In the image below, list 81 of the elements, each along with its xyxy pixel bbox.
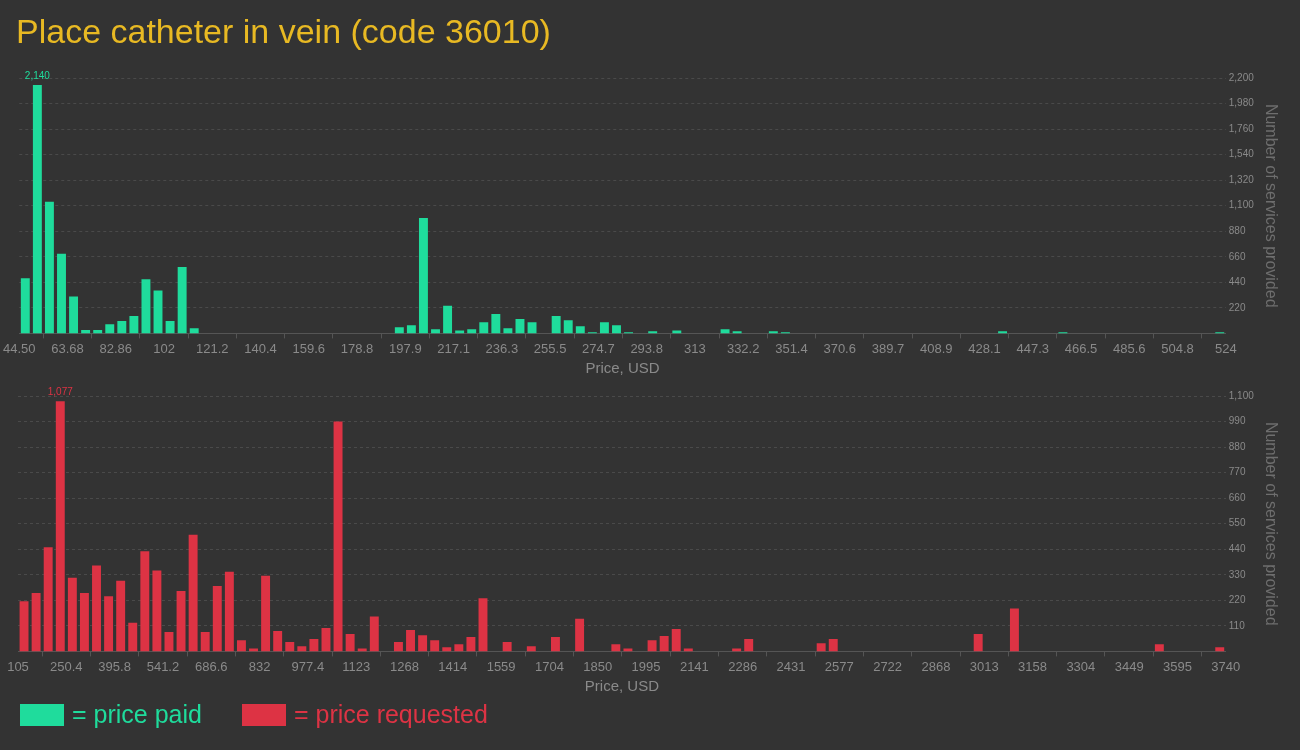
x-tick-label: 82.86 (99, 340, 133, 356)
x-tick-label: 389.7 (871, 340, 905, 356)
x-tick-label: 1559 (486, 658, 516, 674)
x-tick-label: 977.4 (291, 658, 325, 674)
x-tick-label: 2141 (679, 658, 709, 674)
x-tick-label: 1123 (342, 658, 371, 674)
x-tick-label: 3595 (1163, 658, 1192, 674)
y-tick-label: 990 (1228, 415, 1246, 427)
x-tick-label: 2431 (776, 658, 806, 674)
x-tick-label: 217.1 (437, 340, 470, 356)
x-tick-label: 686.6 (194, 658, 228, 674)
y-tick-label: 1,100 (1228, 389, 1255, 401)
x-tick-label: 274.7 (582, 340, 615, 356)
x-tick-label: 2868 (921, 658, 951, 674)
y-tick-label: 110 (1228, 619, 1246, 631)
x-tick-label: 102 (153, 340, 175, 356)
x-tick-label: 395.8 (98, 658, 131, 674)
x-tick-label: 1995 (631, 658, 661, 674)
x-tick-label: 255.5 (533, 340, 567, 356)
x-tick-label: 370.6 (823, 340, 856, 356)
x-tick-label: 313 (684, 340, 706, 356)
data-label: 2,140 (24, 69, 51, 81)
legend-label: = price paid (72, 700, 202, 729)
y-tick-label: 1,320 (1228, 173, 1255, 185)
x-tick-label: 408.9 (919, 340, 953, 356)
x-tick-label: 2286 (728, 658, 758, 674)
x-tick-label: 524 (1214, 340, 1237, 356)
x-axis-title: Price, USD (585, 359, 660, 377)
data-label: 1,077 (47, 386, 74, 398)
x-tick-label: 250.4 (50, 658, 83, 674)
x-tick-label: 1704 (534, 658, 564, 674)
x-tick-label: 466.5 (1064, 340, 1098, 356)
y-tick-label: 220 (1228, 301, 1246, 313)
y-tick-label: 660 (1228, 491, 1246, 503)
x-tick-label: 44.50 (2, 340, 36, 356)
chart-title: Place catheter in vein (code 36010) (15, 11, 552, 52)
x-tick-label: 178.8 (340, 340, 374, 356)
x-tick-label: 3013 (969, 658, 999, 674)
x-tick-label: 1414 (438, 658, 468, 674)
x-tick-label: 332.2 (726, 340, 760, 356)
y-axis-title: Number of services provided (1262, 421, 1280, 626)
x-tick-label: 1850 (583, 658, 613, 674)
y-tick-label: 1,980 (1228, 97, 1255, 109)
x-axis-title: Price, USD (584, 677, 660, 695)
y-tick-label: 220 (1228, 594, 1246, 606)
y-tick-label: 440 (1228, 276, 1246, 288)
x-tick-label: 3158 (1018, 658, 1047, 674)
x-tick-label: 541.2 (146, 658, 180, 674)
x-tick-label: 121.2 (196, 340, 229, 356)
y-tick-label: 550 (1228, 517, 1246, 529)
x-tick-label: 197.9 (389, 340, 422, 356)
x-tick-label: 1268 (390, 658, 419, 674)
legend-label: = price requested (293, 700, 488, 729)
y-tick-label: 880 (1228, 440, 1246, 452)
x-tick-label: 485.6 (1112, 340, 1146, 356)
x-tick-label: 3740 (1211, 658, 1241, 674)
y-tick-label: 770 (1228, 466, 1246, 478)
x-tick-label: 2577 (824, 658, 854, 674)
x-tick-label: 105 (7, 658, 29, 674)
y-tick-label: 1,760 (1228, 122, 1255, 134)
x-tick-label: 293.8 (630, 340, 663, 356)
y-tick-label: 1,100 (1228, 199, 1255, 211)
x-tick-label: 428.1 (968, 340, 1001, 356)
x-tick-label: 447.3 (1016, 340, 1050, 356)
y-tick-label: 440 (1228, 542, 1246, 554)
x-tick-label: 832 (248, 658, 271, 674)
y-tick-label: 330 (1228, 568, 1246, 580)
x-tick-label: 159.6 (292, 340, 326, 356)
x-tick-label: 2722 (873, 658, 903, 674)
x-tick-label: 236.3 (485, 340, 519, 356)
x-tick-label: 351.4 (775, 340, 808, 356)
x-tick-label: 140.4 (244, 340, 277, 356)
x-tick-label: 3304 (1066, 658, 1096, 674)
x-tick-label: 3449 (1114, 658, 1144, 674)
x-tick-label: 504.8 (1161, 340, 1194, 356)
y-tick-label: 1,540 (1228, 148, 1255, 160)
y-tick-label: 880 (1228, 224, 1246, 236)
y-tick-label: 660 (1228, 250, 1246, 262)
y-tick-label: 2,200 (1228, 71, 1255, 83)
y-axis-title: Number of services provided (1262, 103, 1280, 308)
x-tick-label: 63.68 (51, 340, 84, 356)
